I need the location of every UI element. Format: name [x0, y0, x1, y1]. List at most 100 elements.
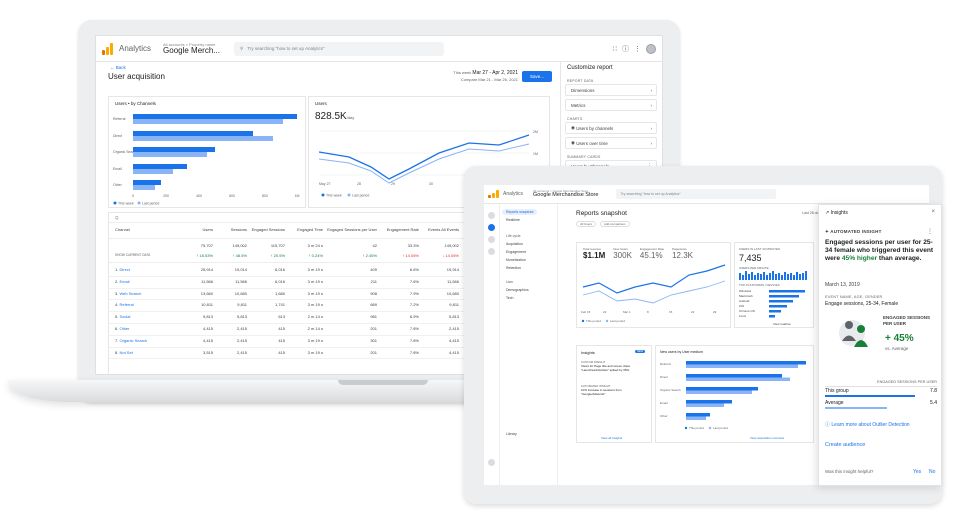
help-icon[interactable]: ⓘ	[622, 45, 629, 53]
eye-icon[interactable]: ◉	[571, 140, 577, 145]
col-sessions[interactable]: Sessions	[230, 227, 247, 232]
show-current-data[interactable]: SHOW CURRENT DATA	[115, 253, 151, 257]
home-icon[interactable]	[488, 212, 495, 219]
chart-row-2[interactable]: ◉ Users over time ›	[565, 137, 657, 149]
table-row[interactable]: 5. Social 9,813 5,813 613 2 m 14 s 981 6.9% 5,8…	[109, 312, 549, 324]
kpi-new-users[interactable]: New Users 300K	[613, 247, 632, 260]
bar-this-1[interactable]	[133, 114, 297, 119]
nav-reports-snapshot[interactable]: Reports snapshot	[502, 209, 538, 215]
more-icon[interactable]: ⋮	[634, 45, 641, 53]
row-channel-link[interactable]: Referral	[119, 302, 134, 308]
analytics-logo-icon[interactable]	[102, 42, 113, 55]
learn-more-link[interactable]: ⓘ Learn more about Outlier Detection	[825, 421, 910, 428]
line-this-week[interactable]	[318, 134, 530, 180]
nu-bar-last-1[interactable]	[686, 364, 798, 369]
nav-engagement[interactable]: Engagement	[506, 250, 526, 254]
close-icon[interactable]: ×	[931, 209, 935, 215]
nav-acquisition[interactable]: Acquisition	[506, 242, 523, 246]
insight-2-text[interactable]: 10% increase in sessions from "Google/Ad…	[581, 388, 622, 396]
bar-last-4[interactable]	[133, 169, 173, 174]
bar-last-5[interactable]	[133, 185, 155, 190]
col-events[interactable]: Events All Events	[428, 227, 459, 232]
view-all-insights-link[interactable]: View all insights	[601, 436, 623, 440]
nu-bar-this-2[interactable]	[686, 374, 782, 378]
col-engaged-time[interactable]: Engaged Time	[297, 227, 323, 232]
row-average-value: 5.4	[930, 400, 937, 406]
dimensions-row[interactable]: Dimensions ›	[565, 84, 657, 96]
bar-this-5[interactable]	[133, 180, 161, 185]
nu-bar-last-5[interactable]	[686, 416, 706, 421]
table-row[interactable]: 7. Organic Search 4,415 2,415 415 3 m 19 s 30…	[109, 336, 549, 348]
chip-all-users[interactable]: All Users	[576, 221, 597, 227]
create-audience-link[interactable]: Create audience	[825, 442, 866, 448]
date-range-picker[interactable]: This week Mar 27 - Apr 2, 2021 Compare M…	[453, 70, 518, 82]
no-button[interactable]: No	[929, 469, 936, 475]
reports-icon[interactable]	[488, 224, 495, 231]
nu-bar-this-4[interactable]	[686, 400, 732, 404]
chart-row-1[interactable]: ◉ Users by channels ›	[565, 122, 657, 134]
row-channel-link[interactable]: Other	[119, 325, 130, 331]
yes-button[interactable]: Yes	[913, 469, 922, 475]
bar-this-3[interactable]	[133, 147, 215, 152]
kpi-revenue[interactable]: Total revenue $1.1M	[583, 247, 605, 260]
nu-bar-last-4[interactable]	[686, 403, 724, 408]
kpi-pageviews[interactable]: Pageviews 12.3K	[672, 247, 693, 260]
metrics-row[interactable]: Metrics ›	[565, 99, 657, 111]
nu-bar-this-3[interactable]	[686, 387, 758, 391]
more-icon[interactable]: ⋮	[927, 229, 933, 235]
back-link[interactable]: ← Back	[110, 65, 126, 70]
eye-icon[interactable]: ◉	[571, 125, 577, 130]
view-realtime-link[interactable]: View realtime	[773, 322, 791, 326]
table-search-input[interactable]: Q	[109, 213, 549, 223]
nav-monetization[interactable]: Monetization	[506, 258, 526, 262]
tablet-property-selector[interactable]: All accounts > Google Merchandise Store …	[533, 189, 598, 199]
bar-last-1[interactable]	[133, 119, 283, 124]
bar-this-4[interactable]	[133, 164, 187, 169]
row-channel-link[interactable]: Not Set	[119, 349, 133, 355]
nav-retention[interactable]: Retention	[506, 266, 521, 270]
revenue-line-this[interactable]	[582, 264, 726, 294]
nav-tech[interactable]: Tech	[506, 296, 514, 300]
row-channel-link[interactable]: Email	[119, 278, 130, 284]
col-users[interactable]: Users	[202, 227, 213, 232]
bar-cat-3: Organic Search	[113, 150, 137, 154]
nav-demographics[interactable]: Demographics	[506, 288, 529, 292]
bar-this-2[interactable]	[133, 131, 253, 136]
col-channel[interactable]: Channel	[115, 227, 130, 232]
nu-bar-last-2[interactable]	[686, 377, 790, 382]
analytics-logo-icon[interactable]	[488, 190, 499, 198]
revenue-line-last[interactable]	[582, 280, 726, 304]
table-row[interactable]: 4. Referral 10,811 9,811 1,741 3 m 19 s 669 7.…	[109, 300, 549, 313]
row-channel-link[interactable]: Social	[119, 314, 131, 320]
tablet-search-input[interactable]: Try searching "how to set up Analytics"	[616, 189, 777, 199]
explore-icon[interactable]	[488, 236, 495, 243]
col-engaged-sessions[interactable]: Engaged Sessions	[251, 227, 285, 232]
property-selector[interactable]: All accounts > Property name Google Merc…	[163, 42, 220, 55]
col-engagement-rate[interactable]: Engagement Rate	[386, 227, 419, 232]
bar-last-3[interactable]	[133, 152, 207, 157]
insight-1-text[interactable]: Views for Page title and screen class "L…	[581, 364, 630, 372]
avatar[interactable]	[646, 43, 656, 54]
save-button[interactable]: Save...	[522, 71, 552, 82]
nav-library[interactable]: Library	[506, 432, 517, 436]
chip-add-comparison[interactable]: Add comparison	[600, 221, 630, 227]
settings-icon[interactable]	[488, 459, 495, 466]
row-channel-link[interactable]: Organic Search	[119, 337, 148, 343]
bar-card-title[interactable]: Users • by Channels	[115, 101, 156, 106]
apps-icon[interactable]: ∷	[612, 45, 617, 53]
view-acquisition-link[interactable]: View acquisition overview	[750, 436, 785, 440]
nu-bar-this-5[interactable]	[686, 413, 710, 417]
nav-realtime[interactable]: Realtime	[506, 218, 520, 222]
kpi-engagement[interactable]: Engagement Rate 45.1%	[640, 247, 664, 260]
line-last-period[interactable]	[318, 143, 530, 184]
row-channel-link[interactable]: Web Search	[119, 290, 142, 296]
table-row[interactable]: 1. Direct 25,914 19,014 6,016 3 m 19 s 409 6.6…	[109, 265, 549, 277]
advertising-icon[interactable]	[488, 248, 495, 255]
search-input[interactable]: ⚲ Try searching "how to set up Analytics…	[233, 41, 444, 56]
nu-bar-last-3[interactable]	[686, 390, 752, 395]
line-card-title[interactable]: Users	[315, 101, 327, 106]
col-engaged-per-user[interactable]: Engaged Sessions per User	[327, 227, 377, 232]
row-channel-link[interactable]: Direct	[119, 267, 130, 272]
nu-bar-this-1[interactable]	[686, 361, 806, 365]
bar-last-2[interactable]	[133, 136, 273, 141]
